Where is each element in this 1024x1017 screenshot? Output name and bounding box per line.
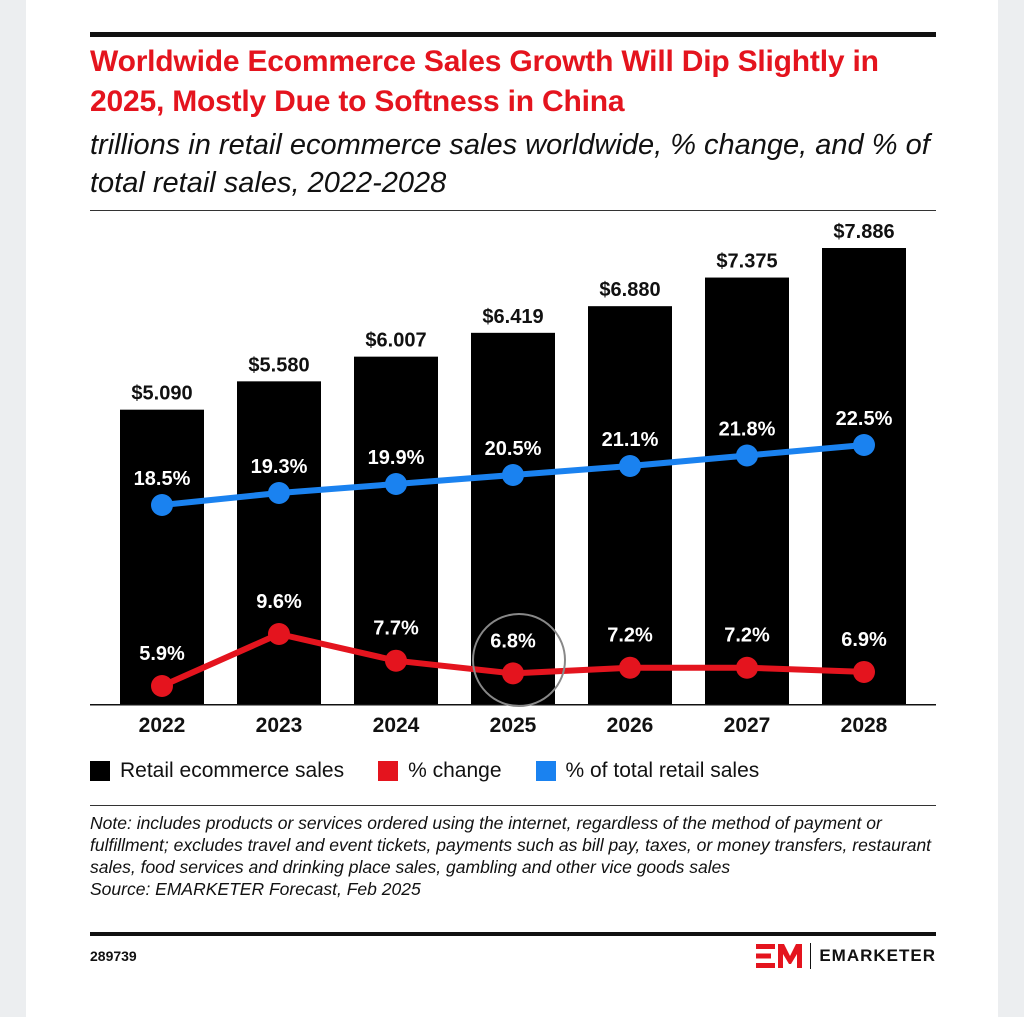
share-point xyxy=(151,494,173,516)
bar-value-label: $5.580 xyxy=(248,354,309,376)
em-logo-icon xyxy=(756,944,803,968)
brand: EMARKETER xyxy=(756,943,936,969)
legend-item-sales: Retail ecommerce sales xyxy=(90,759,344,783)
share-value-label: 19.9% xyxy=(368,447,425,469)
change-value-label: 9.6% xyxy=(256,591,302,613)
highlight-circle xyxy=(472,613,566,707)
legend-item-change: % change xyxy=(378,759,502,783)
share-point xyxy=(736,444,758,467)
share-value-label: 21.1% xyxy=(602,429,659,451)
change-point xyxy=(853,660,875,683)
share-point xyxy=(385,473,407,495)
share-point xyxy=(619,455,641,477)
legend-swatch-share xyxy=(535,761,556,781)
x-tick-label: 2025 xyxy=(490,714,537,737)
share-value-label: 21.8% xyxy=(719,419,776,441)
legend: Retail ecommerce sales % change % of tot… xyxy=(90,757,793,785)
legend-label-sales: Retail ecommerce sales xyxy=(120,759,345,782)
share-point xyxy=(268,482,290,504)
bar-2026 xyxy=(588,306,672,704)
bar-value-label: $6.007 xyxy=(365,330,426,352)
footnote: Note: includes products or services orde… xyxy=(90,812,936,900)
legend-label-change: % change xyxy=(408,759,502,782)
x-tick-label: 2022 xyxy=(139,714,186,737)
change-value-label: 7.7% xyxy=(373,618,419,640)
change-point xyxy=(151,675,173,697)
share-value-label: 18.5% xyxy=(134,468,191,490)
source-text: Source: EMARKETER Forecast, Feb 2025 xyxy=(90,879,421,899)
legend-label-share: % of total retail sales xyxy=(565,759,760,782)
legend-swatch-change xyxy=(378,761,399,781)
change-value-label: 7.2% xyxy=(724,625,770,647)
header-divider xyxy=(90,210,936,211)
brand-name: EMARKETER xyxy=(819,946,936,965)
chart-id: 289739 xyxy=(90,948,137,964)
change-point xyxy=(502,662,524,685)
bar-value-label: $7.886 xyxy=(833,221,894,243)
legend-swatch-sales xyxy=(90,761,110,781)
x-tick-label: 2026 xyxy=(607,714,654,737)
brand-separator xyxy=(810,943,812,969)
bar-2028 xyxy=(822,248,906,704)
top-rule xyxy=(90,32,936,37)
change-point xyxy=(385,649,407,672)
legend-item-share: % of total retail sales xyxy=(535,759,760,783)
bar-2023 xyxy=(237,381,321,704)
chart-title: Worldwide Ecommerce Sales Growth Will Di… xyxy=(90,45,879,118)
share-value-label: 22.5% xyxy=(836,408,893,430)
bar-2022 xyxy=(120,409,204,704)
change-point xyxy=(619,656,641,679)
bar-2024 xyxy=(354,356,438,704)
bar-value-label: $6.880 xyxy=(599,279,660,301)
note-text: Note: includes products or services orde… xyxy=(90,813,932,877)
share-point xyxy=(853,434,875,456)
share-point xyxy=(502,464,524,486)
bottom-rule xyxy=(90,932,936,936)
change-value-label: 5.9% xyxy=(139,643,185,665)
change-point xyxy=(268,623,290,645)
change-value-label: 7.2% xyxy=(607,625,653,647)
share-value-label: 20.5% xyxy=(485,438,542,460)
change-value-label: 6.8% xyxy=(490,630,536,652)
bar-value-label: $5.090 xyxy=(131,383,192,405)
chart-subtitle: trillions in retail ecommerce sales worl… xyxy=(90,129,930,199)
x-tick-label: 2028 xyxy=(841,714,888,737)
change-value-label: 6.9% xyxy=(841,629,887,651)
bar-value-label: $6.419 xyxy=(482,306,543,328)
x-tick-label: 2024 xyxy=(373,714,420,737)
x-tick-label: 2027 xyxy=(724,714,771,737)
bar-2027 xyxy=(705,277,789,704)
bar-2025 xyxy=(471,332,555,704)
change-point xyxy=(736,656,758,679)
share-value-label: 19.3% xyxy=(251,456,308,478)
note-divider xyxy=(90,805,936,806)
bar-value-label: $7.375 xyxy=(716,251,777,273)
x-tick-label: 2023 xyxy=(256,714,303,737)
